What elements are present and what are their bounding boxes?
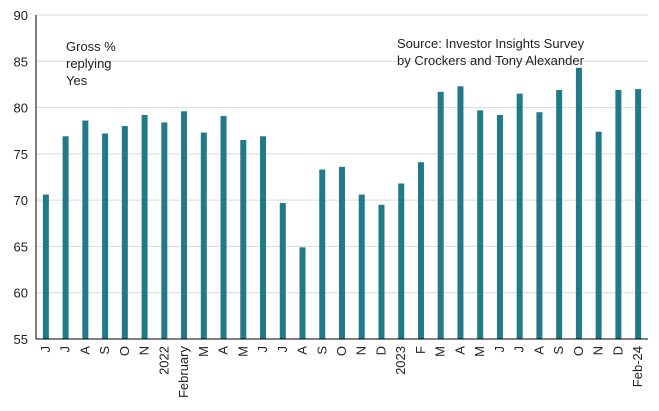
x-tick-label: O xyxy=(117,346,132,356)
bar xyxy=(339,166,345,339)
y-tick-label: 60 xyxy=(14,286,28,301)
y-tick-label: 55 xyxy=(14,332,28,347)
x-tick-label: F xyxy=(413,346,428,354)
x-tick-label: A xyxy=(295,346,310,355)
source-line-1: Source: Investor Insights Survey xyxy=(397,36,585,51)
bar xyxy=(496,114,503,339)
x-tick-labels: J J A S O N 2022 February M A M J J A S O N D 2023 F M A M J J A S… xyxy=(38,346,645,399)
source-line-2: by Crockers and Tony Alexander xyxy=(397,53,585,68)
bar xyxy=(319,169,326,339)
bar xyxy=(536,112,543,339)
x-tick-label: J xyxy=(275,346,290,353)
bar xyxy=(398,183,405,339)
source-note: Source: Investor Insights Survey by Croc… xyxy=(397,36,585,68)
series-note-line-3: Yes xyxy=(66,73,88,88)
axes xyxy=(35,15,648,340)
bar xyxy=(279,202,286,339)
x-tick-label: J xyxy=(492,346,507,353)
bar xyxy=(457,86,464,339)
x-tick-label: J xyxy=(58,346,73,353)
bar xyxy=(240,139,247,339)
bar xyxy=(62,136,69,339)
x-tick-label: A xyxy=(77,346,92,355)
x-tick-label: J xyxy=(38,346,53,353)
bar xyxy=(575,67,582,339)
x-tick-label: M xyxy=(433,346,448,357)
bar xyxy=(615,89,622,340)
y-tick-labels: 55 60 65 70 75 80 85 90 xyxy=(14,8,28,347)
bar xyxy=(358,194,365,339)
x-tick-label: S xyxy=(551,346,566,355)
x-tick-label: A xyxy=(531,346,546,355)
bar xyxy=(102,133,109,339)
x-tick-label: A xyxy=(452,346,467,355)
bar xyxy=(437,91,444,339)
x-tick-label: J xyxy=(255,346,270,353)
bar xyxy=(161,122,168,339)
x-tick-label: N xyxy=(354,346,369,355)
bar xyxy=(220,115,227,339)
x-tick-label: S xyxy=(314,346,329,355)
bar xyxy=(556,89,563,340)
y-tick-label: 65 xyxy=(14,239,28,254)
y-tick-label: 75 xyxy=(14,147,28,162)
bar xyxy=(82,120,89,339)
x-tick-label: M xyxy=(235,346,250,357)
bar xyxy=(516,93,523,339)
x-tick-label: 2023 xyxy=(393,346,408,375)
bar xyxy=(141,114,148,339)
x-tick-label: O xyxy=(334,346,349,356)
x-tick-label: D xyxy=(610,346,625,355)
x-tick-label: M xyxy=(196,346,211,357)
bar xyxy=(260,136,267,339)
bar xyxy=(378,204,385,339)
y-tick-label: 80 xyxy=(14,101,28,116)
bar xyxy=(121,126,128,339)
bar xyxy=(42,194,49,339)
x-tick-label: Feb-24 xyxy=(630,346,645,387)
series-note-line-2: replying xyxy=(66,56,112,71)
x-tick-label: 2022 xyxy=(156,346,171,375)
x-tick-label: S xyxy=(97,346,112,355)
x-tick-label: J xyxy=(512,346,527,353)
x-tick-label: O xyxy=(571,346,586,356)
y-tick-label: 90 xyxy=(14,8,28,23)
x-tick-label: D xyxy=(373,346,388,355)
x-tick-label: N xyxy=(137,346,152,355)
bar xyxy=(299,247,306,339)
bar xyxy=(477,110,484,339)
x-tick-label: N xyxy=(591,346,606,355)
bar xyxy=(417,162,424,339)
bar xyxy=(595,131,602,339)
bars xyxy=(42,67,642,340)
x-tick-label: February xyxy=(176,346,191,399)
x-tick-label: M xyxy=(472,346,487,357)
bar xyxy=(200,132,207,339)
bar xyxy=(635,89,642,339)
x-tick-label: A xyxy=(216,346,231,355)
y-tick-label: 85 xyxy=(14,54,28,69)
bar xyxy=(181,111,188,339)
y-tick-label: 70 xyxy=(14,193,28,208)
series-note: Gross % replying Yes xyxy=(66,39,116,88)
series-note-line-1: Gross % xyxy=(66,39,116,54)
